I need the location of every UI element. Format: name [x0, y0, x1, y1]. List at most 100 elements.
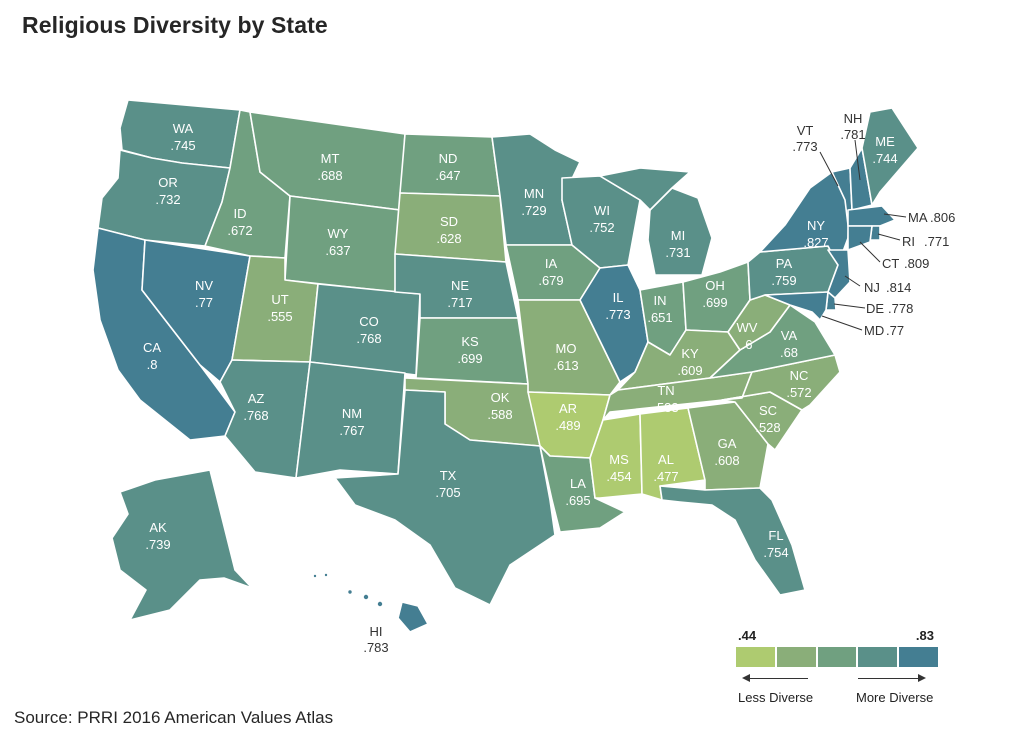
state-abbr-nm: NM — [342, 406, 362, 421]
state-value-la: .695 — [565, 493, 590, 508]
state-value-ny: .827 — [803, 235, 828, 250]
legend-swatch-1 — [736, 647, 775, 667]
state-value-vt: .773 — [792, 139, 817, 154]
state-abbr-nd: ND — [439, 151, 458, 166]
state-abbr-il: IL — [613, 290, 624, 305]
state-me[interactable] — [861, 107, 919, 206]
source-note: Source: PRRI 2016 American Values Atlas — [14, 708, 334, 727]
state-value-hi: .783 — [363, 640, 388, 655]
state-value-mn: .729 — [521, 203, 546, 218]
state-abbr-az: AZ — [248, 391, 265, 406]
state-value-sd: .628 — [436, 231, 461, 246]
state-mi-up — [599, 167, 691, 211]
state-value-wa: .745 — [170, 138, 195, 153]
state-abbr-ia: IA — [545, 256, 558, 271]
state-value-tn: .533 — [653, 400, 678, 415]
us-choropleth-map: WA .745 OR .732 CA .8 NV .77 ID .672 MT .688 WY .637 U… — [92, 99, 955, 655]
state-abbr-mi: MI — [671, 228, 685, 243]
state-value-il: .773 — [605, 307, 630, 322]
state-value-md: .77 — [886, 323, 904, 338]
state-md[interactable] — [764, 291, 829, 321]
state-abbr-or: OR — [158, 175, 178, 190]
state-abbr-wi: WI — [594, 203, 610, 218]
state-value-ga: .608 — [714, 453, 739, 468]
state-abbr-ms: MS — [609, 452, 629, 467]
callout-line-ma — [883, 213, 907, 218]
legend-min-label: .44 — [738, 628, 757, 643]
state-abbr-ct: CT — [882, 256, 899, 271]
state-value-wi: .752 — [589, 220, 614, 235]
state-value-mt: .688 — [317, 168, 342, 183]
state-value-nv: .77 — [195, 295, 213, 310]
state-value-ia: .679 — [538, 273, 563, 288]
state-tx[interactable] — [334, 389, 556, 606]
state-fl[interactable] — [659, 485, 806, 596]
state-abbr-wy: WY — [328, 226, 349, 241]
state-abbr-mn: MN — [524, 186, 544, 201]
state-value-ca: .8 — [147, 357, 158, 372]
state-value-mi: .731 — [665, 245, 690, 260]
state-value-al: .477 — [653, 469, 678, 484]
state-value-sc: .528 — [755, 420, 780, 435]
legend-max-label: .83 — [915, 628, 934, 643]
state-mi[interactable] — [647, 187, 713, 276]
state-ct[interactable] — [847, 225, 873, 251]
state-abbr-de: DE — [866, 301, 884, 316]
state-value-me: .744 — [872, 151, 897, 166]
state-value-ky: .609 — [677, 363, 702, 378]
state-abbr-nj: NJ — [864, 280, 880, 295]
state-abbr-ne: NE — [451, 278, 469, 293]
state-hi-islands — [323, 572, 329, 578]
state-abbr-ga: GA — [718, 436, 737, 451]
callout-line-de — [833, 303, 866, 309]
state-value-ct: .809 — [904, 256, 929, 271]
state-abbr-al: AL — [658, 452, 674, 467]
state-value-id: .672 — [227, 223, 252, 238]
legend-swatch-4 — [858, 647, 898, 667]
state-abbr-ma: MA — [908, 210, 928, 225]
state-hi[interactable] — [397, 601, 429, 633]
state-value-co: .768 — [356, 331, 381, 346]
state-abbr-ny: NY — [807, 218, 825, 233]
legend-swatch-3 — [817, 647, 857, 667]
state-value-or: .732 — [155, 192, 180, 207]
callout-line-md — [821, 315, 863, 331]
map-title: Religious Diversity by State — [22, 12, 328, 38]
callout-line-vt — [819, 151, 839, 187]
state-abbr-hi: HI — [370, 624, 383, 639]
state-abbr-ca: CA — [143, 340, 161, 355]
legend-swatch-2 — [776, 647, 816, 667]
state-abbr-pa: PA — [776, 256, 793, 271]
state-value-nd: .647 — [435, 168, 460, 183]
state-abbr-fl: FL — [768, 528, 783, 543]
state-value-nm: .767 — [339, 423, 364, 438]
state-abbr-ri: RI — [902, 234, 915, 249]
state-value-wv: .6 — [742, 337, 753, 352]
state-co[interactable] — [309, 283, 421, 376]
callout-line-ri — [877, 233, 901, 241]
state-value-in: .651 — [647, 310, 672, 325]
state-abbr-nh: NH — [844, 111, 863, 126]
state-ak[interactable] — [111, 469, 253, 621]
state-value-ms: .454 — [606, 469, 631, 484]
state-value-oh: .699 — [702, 295, 727, 310]
legend: .44 .83 Less Diverse More Diverse — [736, 628, 940, 708]
state-nm[interactable] — [295, 361, 406, 479]
state-abbr-sd: SD — [440, 214, 458, 229]
state-value-ne: .717 — [447, 295, 472, 310]
state-abbr-mo: MO — [556, 341, 577, 356]
state-abbr-tx: TX — [440, 468, 457, 483]
left-arrow-line — [748, 678, 808, 679]
state-la[interactable] — [539, 445, 626, 533]
state-abbr-nv: NV — [195, 278, 213, 293]
state-value-ar: .489 — [555, 418, 580, 433]
state-value-nc: .572 — [786, 385, 811, 400]
state-abbr-vt: VT — [797, 123, 814, 138]
left-arrow-icon — [742, 674, 750, 682]
state-value-wy: .637 — [325, 243, 350, 258]
state-value-tx: .705 — [435, 485, 460, 500]
state-ma[interactable] — [847, 205, 896, 227]
state-abbr-la: LA — [570, 476, 586, 491]
state-abbr-ky: KY — [681, 346, 699, 361]
callout-line-nj — [844, 275, 861, 287]
